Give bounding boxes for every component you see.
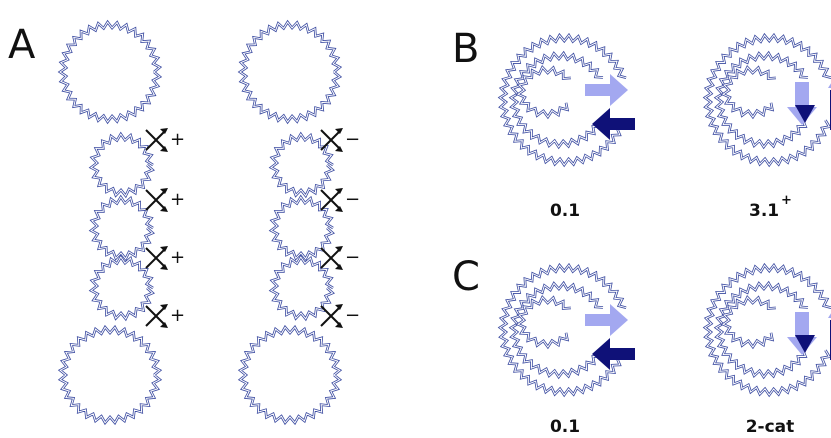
arrow (585, 74, 628, 106)
panel-label: A (8, 22, 36, 68)
crossing-sign: + (170, 305, 185, 326)
crossing-sign: + (170, 189, 185, 210)
crossing-sign: + (170, 247, 185, 268)
crossing-sign: − (345, 247, 360, 268)
caption: 3.1 (749, 201, 779, 221)
crossing-sign: + (170, 129, 185, 150)
caption: 0.1 (550, 201, 580, 221)
arrow (787, 82, 817, 125)
arrow (787, 312, 817, 355)
strand (60, 327, 160, 423)
strand-inner (60, 327, 160, 423)
crossing-sign: − (345, 189, 360, 210)
caption: 0.1 (550, 417, 580, 437)
strand (60, 22, 160, 122)
figure: A B C 0.1 3.1 + 0.1 2-cat + + + + − − − − (0, 0, 831, 438)
crossing-sign: − (345, 129, 360, 150)
panel-label: B (452, 26, 479, 72)
strand (240, 22, 340, 122)
panel-label: C (452, 254, 480, 300)
caption: 2-cat (746, 417, 795, 437)
arrow (585, 304, 628, 336)
caption-superscript: + (781, 193, 792, 208)
crossing-sign: − (345, 305, 360, 326)
strand (240, 327, 340, 423)
strand-inner (240, 327, 340, 423)
